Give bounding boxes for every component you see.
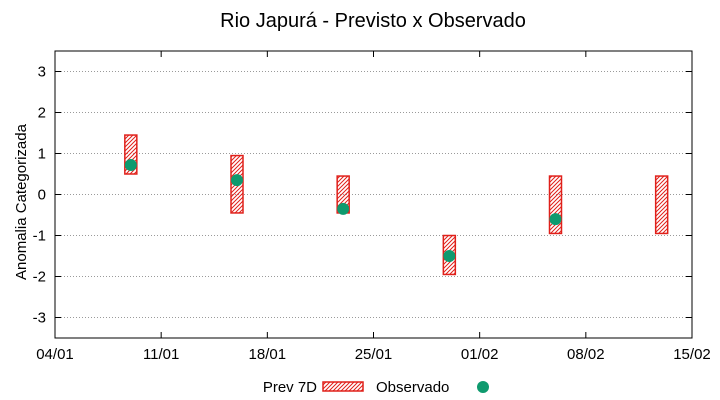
y-tick-label: 1 [38,146,46,163]
x-tick-label: 04/01 [36,346,74,363]
x-axis: 04/01 11/01 18/01 25/01 01/02 08/02 15/02 [36,51,711,363]
y-axis: -3 -2 -1 0 1 2 3 [33,64,692,327]
y-tick-label: 2 [38,105,46,122]
legend-label-prev-7d: Prev 7D [263,379,317,396]
legend-marker-observado [477,381,489,393]
observado-point [443,250,456,262]
y-axis-label: Anomalia Categorizada [13,123,30,280]
observado-point [337,202,350,215]
x-tick-label: 25/01 [355,346,393,363]
grid-lines [55,71,692,318]
y-tick-label: 3 [38,64,46,81]
x-tick-label: 08/02 [567,346,605,363]
legend-swatch-prev-7d [322,381,364,392]
y-tick-label: -2 [33,269,46,286]
x-tick-label: 15/02 [673,346,711,363]
observado-point [231,174,243,187]
prev-7d-series [124,134,669,276]
chart-title: Rio Japurá - Previsto x Observado [220,10,526,32]
observado-series [124,158,562,262]
prev-7d-box [654,175,669,235]
legend-label-observado: Observado [376,379,449,396]
y-tick-label: -1 [33,228,46,245]
x-tick-label: 18/01 [249,346,287,363]
plot-frame [54,50,693,339]
observado-point [549,213,562,226]
observado-point [124,158,137,171]
y-tick-label: -3 [33,310,46,327]
legend: Prev 7D Observado [263,379,489,396]
y-tick-label: 0 [38,187,46,204]
x-tick-label: 11/01 [143,346,179,363]
x-tick-label: 01/02 [461,346,499,363]
